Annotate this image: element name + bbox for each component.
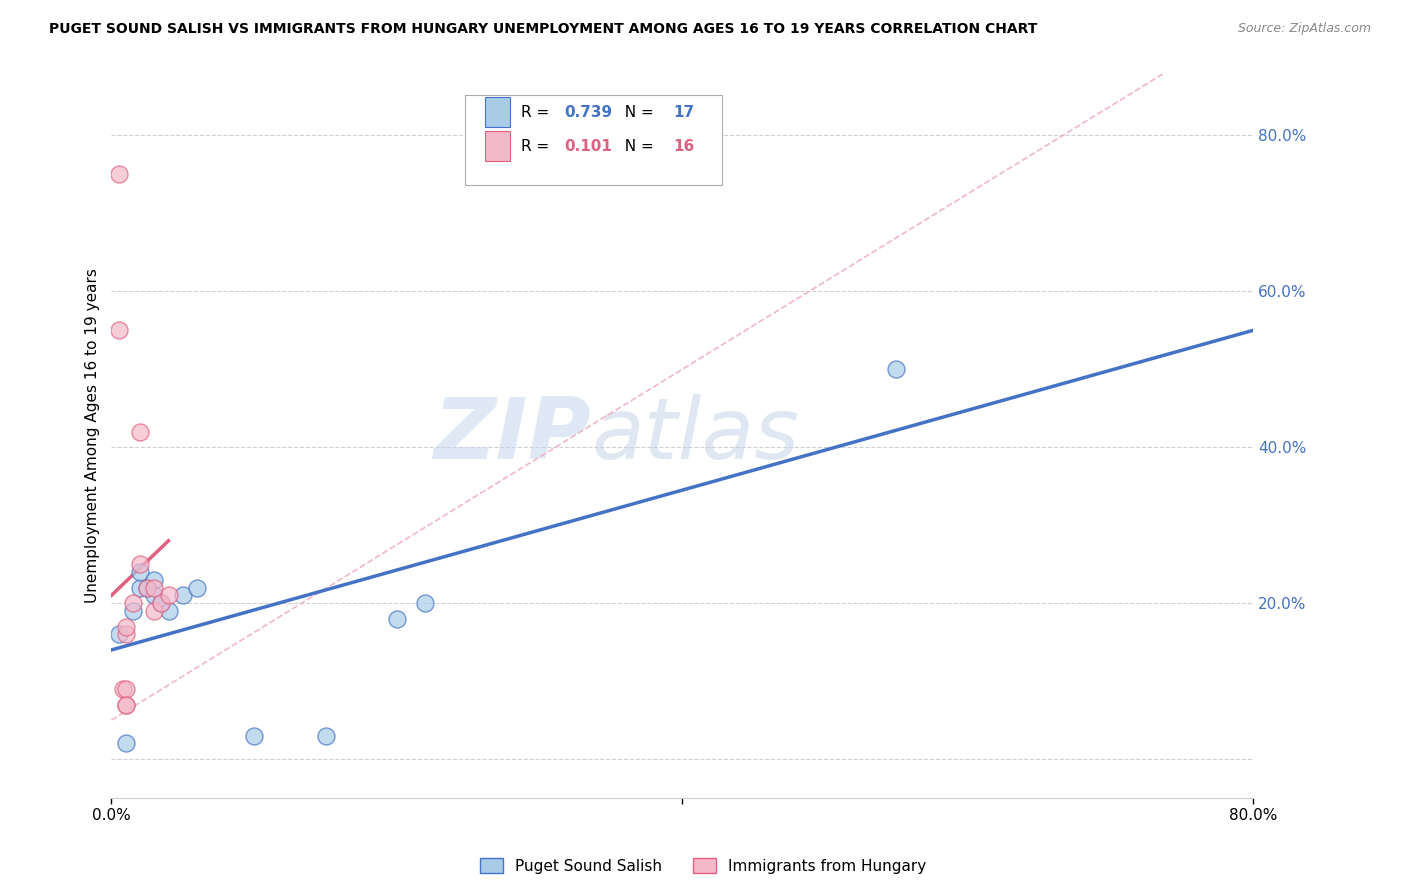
Text: 16: 16 xyxy=(673,139,695,153)
Point xyxy=(415,596,437,610)
Point xyxy=(143,581,166,595)
Point xyxy=(107,627,129,641)
FancyBboxPatch shape xyxy=(465,95,723,186)
Text: 17: 17 xyxy=(673,104,695,120)
Point xyxy=(114,681,136,696)
Point xyxy=(121,604,143,618)
Text: N =: N = xyxy=(614,104,658,120)
Point xyxy=(157,588,180,602)
Text: 0.101: 0.101 xyxy=(565,139,613,153)
Point xyxy=(186,581,208,595)
Point xyxy=(114,619,136,633)
Text: 0.739: 0.739 xyxy=(565,104,613,120)
Text: atlas: atlas xyxy=(591,394,799,477)
Point xyxy=(114,737,136,751)
Point xyxy=(385,612,408,626)
Point xyxy=(143,573,166,587)
Point xyxy=(107,167,129,181)
Point xyxy=(114,627,136,641)
Point xyxy=(157,604,180,618)
Point xyxy=(114,698,136,712)
Point xyxy=(129,581,152,595)
Text: R =: R = xyxy=(522,104,554,120)
Point xyxy=(143,604,166,618)
Point xyxy=(886,362,908,376)
Point xyxy=(136,581,159,595)
Point xyxy=(172,588,194,602)
Text: N =: N = xyxy=(614,139,658,153)
Text: Source: ZipAtlas.com: Source: ZipAtlas.com xyxy=(1237,22,1371,36)
Point xyxy=(129,425,152,439)
Point xyxy=(150,596,173,610)
Y-axis label: Unemployment Among Ages 16 to 19 years: Unemployment Among Ages 16 to 19 years xyxy=(86,268,100,603)
Text: ZIP: ZIP xyxy=(433,394,591,477)
Legend: Puget Sound Salish, Immigrants from Hungary: Puget Sound Salish, Immigrants from Hung… xyxy=(474,852,932,880)
Point xyxy=(114,698,136,712)
Text: PUGET SOUND SALISH VS IMMIGRANTS FROM HUNGARY UNEMPLOYMENT AMONG AGES 16 TO 19 Y: PUGET SOUND SALISH VS IMMIGRANTS FROM HU… xyxy=(49,22,1038,37)
Point xyxy=(121,596,143,610)
Point xyxy=(129,557,152,571)
Text: R =: R = xyxy=(522,139,554,153)
FancyBboxPatch shape xyxy=(485,97,510,128)
Point xyxy=(107,323,129,337)
FancyBboxPatch shape xyxy=(485,131,510,161)
Point xyxy=(129,565,152,579)
Point xyxy=(243,729,266,743)
Point xyxy=(143,588,166,602)
Point xyxy=(136,581,159,595)
Point xyxy=(150,596,173,610)
Point xyxy=(111,681,134,696)
Point xyxy=(315,729,337,743)
